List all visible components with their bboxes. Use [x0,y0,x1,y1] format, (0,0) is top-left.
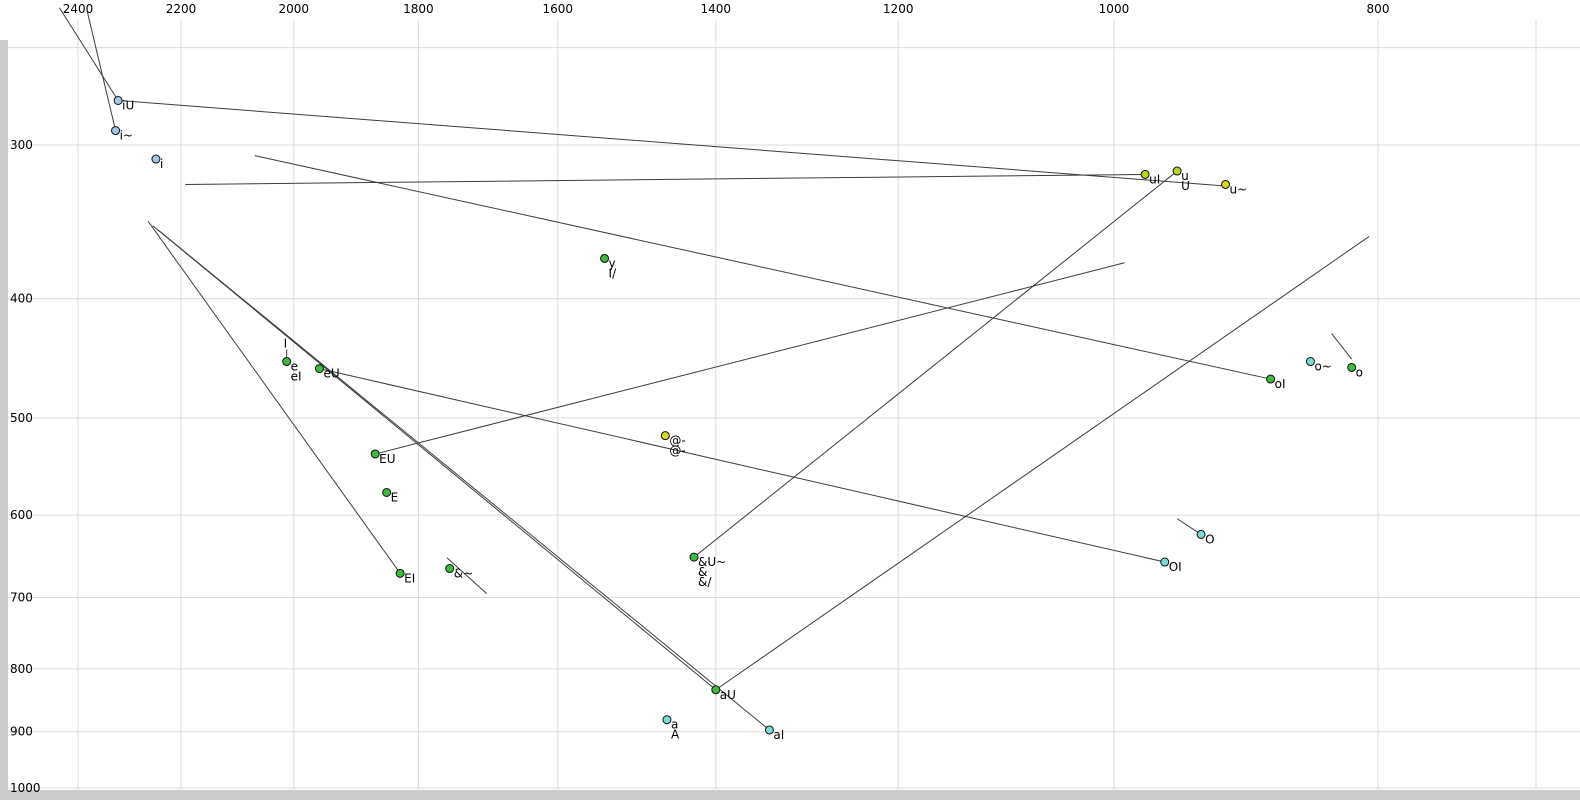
y-axis-tick-label: 300 [10,138,33,152]
vowel-point [1305,357,1315,367]
trajectory-line [118,99,1227,187]
x-axis-tick-label: 1400 [701,2,732,16]
vowel-point [445,564,455,574]
vowel-point [1196,529,1206,539]
trajectory-line [158,229,770,731]
vowel-point [689,552,699,562]
y-axis-tick-label: 400 [10,292,33,306]
vowel-point [1140,169,1150,179]
vowel-label: & [698,565,707,579]
vowel-label: I/ [609,266,618,280]
vowel-label: @- [669,434,685,448]
x-axis-tick-label: 2200 [166,2,197,16]
vowel-label: U [1181,179,1190,193]
vowel-point [314,364,324,374]
vowel-point [711,685,721,695]
x-axis-tick-label: 1000 [1099,2,1130,16]
trajectory-line [693,170,1178,558]
vowel-label: I [284,337,288,351]
vowel-label: EU [379,452,395,466]
x-axis-tick-label: 1800 [403,2,434,16]
trajectory-line [375,262,1125,455]
vowel-label: A [671,728,680,742]
x-axis-tick-label: 1600 [543,2,574,16]
y-axis-tick-label: 600 [10,508,33,522]
trajectory-line [152,225,717,691]
trajectory-line [254,155,1271,380]
vowel-label: oI [1275,377,1286,391]
vowel-point [113,95,123,105]
vowel-point [395,568,405,578]
vowel-point [1172,166,1182,176]
x-axis-tick-label: 2400 [63,2,94,16]
vowel-point [370,449,380,459]
y-axis-tick-label: 900 [10,725,33,739]
vowel-point [764,725,774,735]
vowel-label: EI [404,571,415,585]
vowel-label: OI [1169,560,1182,574]
vowel-label: i~ [120,129,133,143]
vowel-label: e [291,360,298,374]
vowel-label: &/ [698,575,712,589]
y-axis-tick-label: 500 [10,411,33,425]
vowel-label: &~ [454,567,473,581]
vowel-label: o [1356,365,1363,379]
x-axis-tick-label: 2000 [278,2,309,16]
trajectory-line [58,7,119,101]
vowel-label: uI [1149,172,1160,186]
vowel-point [1266,374,1276,384]
vowel-label: y [609,256,616,270]
vowel-point [1160,557,1170,567]
vowel-label: &U~ [698,555,726,569]
trajectory-line [1331,333,1353,360]
y-axis-tick-label: 800 [10,662,33,676]
vowel-point [111,126,121,136]
vowel-label: iU [122,98,134,112]
vowel-label: aU [720,688,736,702]
vowel-label: @- [669,444,685,458]
vowel-label: O [1205,532,1214,546]
trajectory-line [86,9,117,131]
vowel-label: a [671,718,678,732]
x-axis-tick-label: 800 [1367,2,1390,16]
vowel-label: aI [773,728,784,742]
vowel-point [282,357,292,367]
trajectory-line [446,557,488,595]
vowel-label: i [160,157,163,171]
vowel-point [662,715,672,725]
vowel-point [1221,179,1231,189]
vowel-label: o~ [1314,360,1331,374]
trajectory-line [1176,518,1202,535]
vowel-label: u [1181,169,1189,183]
vowel-label: eU [323,367,339,381]
vowel-point [660,431,670,441]
trajectory-line [319,368,1165,563]
vowel-point [600,253,610,263]
vowel-point [382,487,392,497]
trajectory-line [185,173,1146,185]
left-edge-strip [0,40,8,800]
bottom-edge-strip [0,790,1580,800]
y-axis-tick-label: 700 [10,591,33,605]
y-axis-tick-label: 1000 [10,781,41,795]
vowel-label: eI [291,370,302,384]
x-axis-tick-label: 1200 [883,2,914,16]
trajectory-line [715,235,1370,691]
vowel-point [1347,362,1357,372]
vowel-point [151,154,161,164]
vowel-label: E [391,490,399,504]
vowel-label: u~ [1230,182,1248,196]
trajectory-line [147,220,401,574]
